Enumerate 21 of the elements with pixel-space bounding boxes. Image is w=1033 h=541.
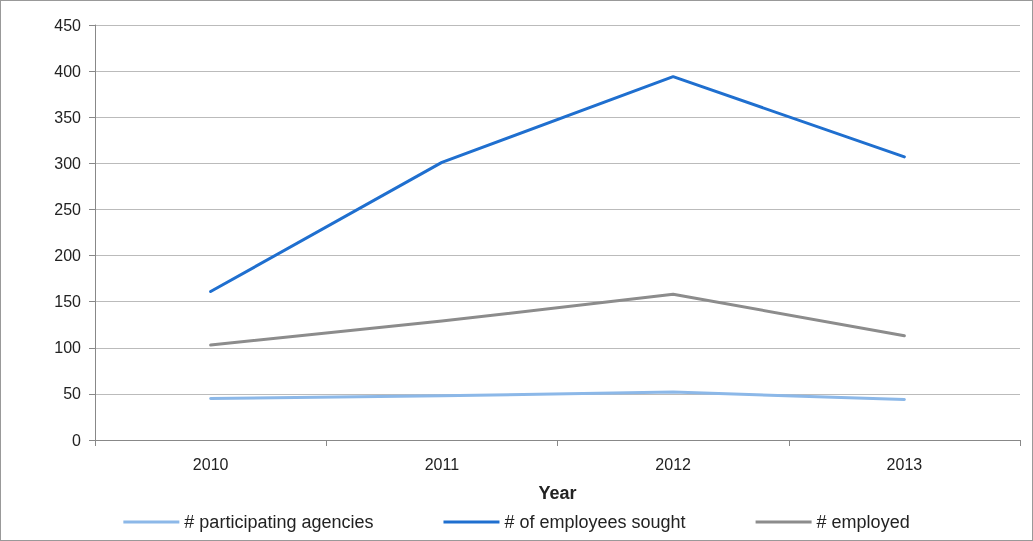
y-tick-label: 0: [72, 431, 82, 449]
y-tick-label: 350: [54, 108, 82, 126]
line-series: [209, 292, 906, 347]
x-tick-label: 2010: [192, 455, 229, 473]
legend-label: # of employees sought: [504, 512, 686, 532]
y-tick-label: 200: [54, 247, 82, 265]
line-series: [209, 390, 906, 401]
x-tick-label: 2013: [886, 455, 923, 473]
legend-label: # employed: [816, 512, 910, 532]
x-tick-label: 2011: [424, 455, 460, 473]
x-tick-label: 2012: [655, 455, 692, 473]
y-tick-label: 150: [54, 293, 82, 311]
y-tick-label: 400: [54, 62, 82, 80]
line-series: [209, 75, 906, 294]
y-tick-label: 250: [54, 200, 82, 218]
y-tick-label: 100: [54, 339, 82, 357]
y-tick-label: 50: [63, 385, 82, 403]
x-axis-title: Year: [538, 483, 577, 503]
legend-label: # participating agencies: [184, 512, 374, 532]
y-tick-label: 300: [54, 154, 82, 172]
y-tick-label: 450: [54, 16, 82, 34]
